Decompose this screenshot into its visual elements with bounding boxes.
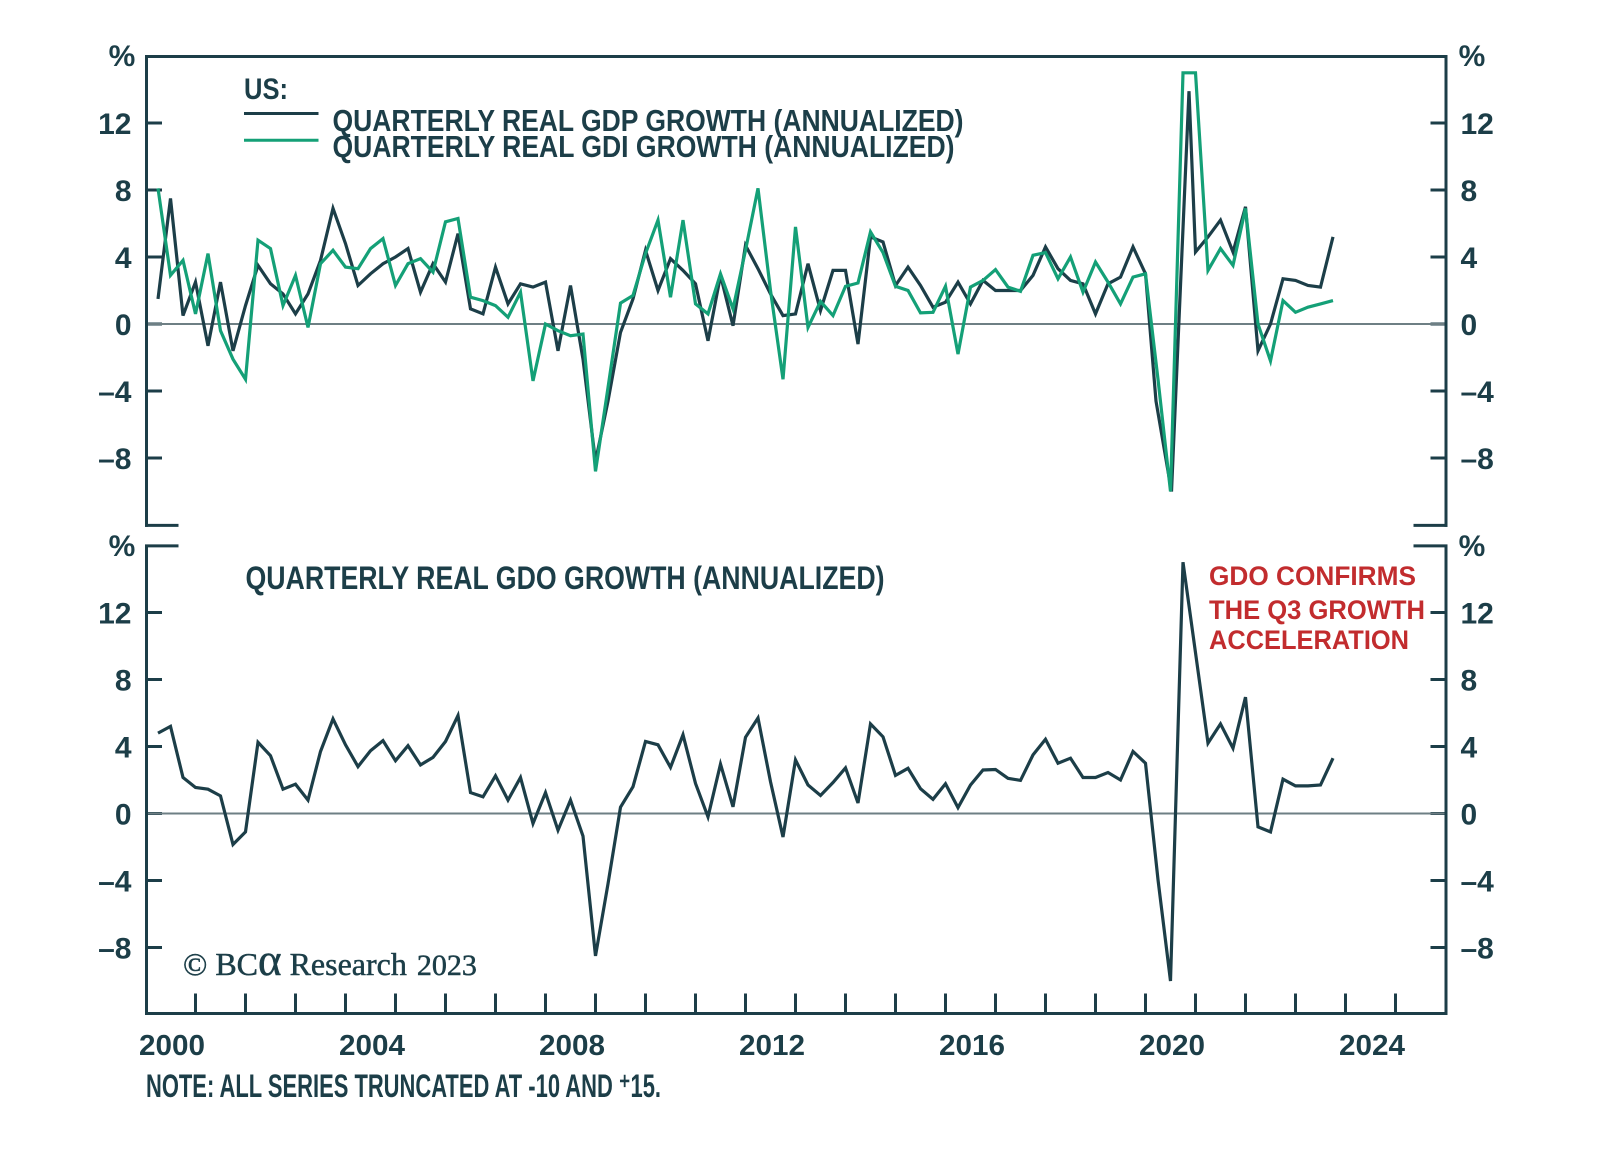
svg-text:8: 8 xyxy=(1461,175,1478,208)
svg-text:%: % xyxy=(1459,40,1486,73)
svg-text:–8: –8 xyxy=(1461,443,1494,476)
svg-text:12: 12 xyxy=(1461,598,1494,631)
svg-text:QUARTERLY REAL GDI GROWTH (ANN: QUARTERLY REAL GDI GROWTH (ANNUALIZED) xyxy=(333,129,955,164)
svg-text:%: % xyxy=(109,40,136,73)
svg-text:%: % xyxy=(109,530,136,563)
svg-text:4: 4 xyxy=(115,732,132,765)
svg-text:QUARTERLY REAL GDO GROWTH (ANN: QUARTERLY REAL GDO GROWTH (ANNUALIZED) xyxy=(246,560,885,596)
svg-text:2008: 2008 xyxy=(539,1030,605,1062)
svg-text:–4: –4 xyxy=(1461,376,1495,409)
svg-text:QUARTERLY REAL GDP GROWTH (ANN: QUARTERLY REAL GDP GROWTH (ANNUALIZED) xyxy=(333,103,964,138)
svg-text:4: 4 xyxy=(1461,732,1478,765)
svg-text:2000: 2000 xyxy=(139,1030,205,1062)
svg-text:–4: –4 xyxy=(1461,866,1495,899)
svg-text:12: 12 xyxy=(1461,108,1494,141)
svg-text:2012: 2012 xyxy=(739,1030,805,1062)
svg-text:–4: –4 xyxy=(98,376,132,409)
svg-text:–8: –8 xyxy=(1461,933,1494,966)
svg-text:8: 8 xyxy=(115,665,132,698)
svg-text:12: 12 xyxy=(98,598,131,631)
svg-text:2020: 2020 xyxy=(1139,1030,1205,1062)
svg-text:2016: 2016 xyxy=(939,1030,1005,1062)
svg-text:0: 0 xyxy=(1461,799,1478,832)
svg-text:–4: –4 xyxy=(98,866,132,899)
svg-text:2024: 2024 xyxy=(1339,1030,1405,1062)
svg-text:0: 0 xyxy=(115,799,132,832)
svg-text:4: 4 xyxy=(115,242,132,275)
svg-text:8: 8 xyxy=(1461,665,1478,698)
svg-text:GDO CONFIRMS: GDO CONFIRMS xyxy=(1209,561,1416,591)
svg-text:US:: US: xyxy=(244,73,288,106)
svg-text:ACCELERATION: ACCELERATION xyxy=(1209,625,1409,655)
svg-text:12: 12 xyxy=(98,108,131,141)
svg-text:4: 4 xyxy=(1461,242,1478,275)
svg-text:–8: –8 xyxy=(98,443,131,476)
svg-text:NOTE: ALL SERIES TRUNCATED AT: NOTE: ALL SERIES TRUNCATED AT -10 AND ⁺1… xyxy=(146,1068,661,1104)
svg-text:8: 8 xyxy=(115,175,132,208)
svg-text:%: % xyxy=(1459,530,1486,563)
svg-text:2004: 2004 xyxy=(339,1030,405,1062)
svg-text:0: 0 xyxy=(1461,309,1478,342)
svg-text:–8: –8 xyxy=(98,933,131,966)
svg-text:THE Q3 GROWTH: THE Q3 GROWTH xyxy=(1209,595,1425,625)
svg-text:0: 0 xyxy=(115,309,132,342)
